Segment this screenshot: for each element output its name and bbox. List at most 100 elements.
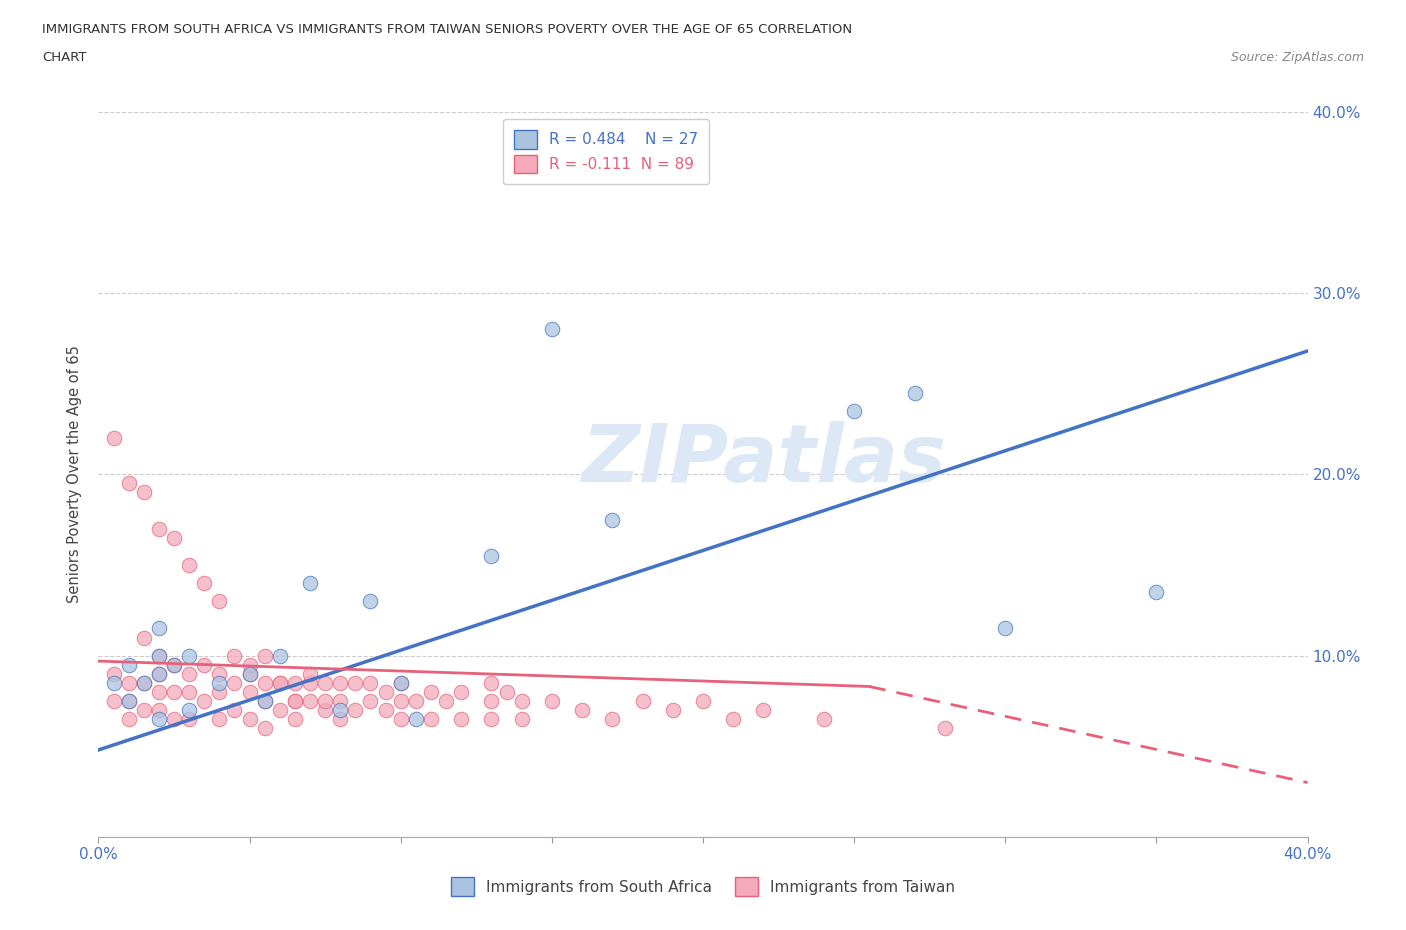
- Point: [132, 703, 155, 718]
- Point: [148, 521, 170, 536]
- Point: [132, 485, 155, 500]
- Point: [389, 711, 412, 726]
- Point: [434, 694, 457, 709]
- Point: [132, 631, 155, 645]
- Point: [540, 322, 562, 337]
- Point: [132, 675, 155, 690]
- Point: [163, 658, 186, 672]
- Point: [329, 675, 352, 690]
- Point: [118, 658, 141, 672]
- Point: [405, 694, 427, 709]
- Point: [510, 694, 533, 709]
- Point: [481, 694, 503, 709]
- Point: [314, 675, 336, 690]
- Point: [208, 594, 231, 609]
- Point: [208, 684, 231, 699]
- Point: [450, 711, 472, 726]
- Point: [1144, 585, 1167, 600]
- Point: [239, 684, 262, 699]
- Point: [118, 694, 141, 709]
- Point: [360, 694, 382, 709]
- Text: Source: ZipAtlas.com: Source: ZipAtlas.com: [1230, 51, 1364, 64]
- Point: [239, 658, 262, 672]
- Point: [299, 576, 322, 591]
- Point: [253, 675, 276, 690]
- Point: [163, 711, 186, 726]
- Point: [179, 666, 201, 681]
- Point: [193, 658, 215, 672]
- Point: [481, 711, 503, 726]
- Point: [179, 684, 201, 699]
- Point: [208, 675, 231, 690]
- Point: [405, 711, 427, 726]
- Point: [344, 675, 367, 690]
- Point: [148, 666, 170, 681]
- Point: [374, 703, 396, 718]
- Point: [163, 658, 186, 672]
- Point: [224, 703, 246, 718]
- Point: [510, 711, 533, 726]
- Point: [224, 675, 246, 690]
- Point: [481, 549, 503, 564]
- Point: [269, 675, 291, 690]
- Point: [179, 558, 201, 573]
- Point: [602, 512, 624, 527]
- Point: [179, 703, 201, 718]
- Point: [103, 431, 125, 445]
- Point: [269, 703, 291, 718]
- Point: [148, 703, 170, 718]
- Point: [360, 594, 382, 609]
- Point: [148, 648, 170, 663]
- Point: [103, 666, 125, 681]
- Point: [540, 694, 562, 709]
- Point: [450, 684, 472, 699]
- Point: [208, 711, 231, 726]
- Point: [374, 684, 396, 699]
- Point: [118, 694, 141, 709]
- Point: [602, 711, 624, 726]
- Point: [299, 675, 322, 690]
- Point: [314, 703, 336, 718]
- Point: [118, 476, 141, 491]
- Point: [253, 721, 276, 736]
- Point: [179, 711, 201, 726]
- Point: [269, 675, 291, 690]
- Point: [329, 694, 352, 709]
- Text: CHART: CHART: [42, 51, 87, 64]
- Point: [389, 675, 412, 690]
- Point: [329, 703, 352, 718]
- Point: [844, 404, 866, 418]
- Point: [752, 703, 775, 718]
- Point: [239, 666, 262, 681]
- Point: [179, 648, 201, 663]
- Point: [692, 694, 714, 709]
- Point: [253, 694, 276, 709]
- Point: [284, 675, 307, 690]
- Point: [631, 694, 654, 709]
- Point: [934, 721, 956, 736]
- Point: [495, 684, 517, 699]
- Point: [299, 694, 322, 709]
- Point: [314, 694, 336, 709]
- Y-axis label: Seniors Poverty Over the Age of 65: Seniors Poverty Over the Age of 65: [67, 345, 83, 604]
- Point: [904, 385, 927, 400]
- Point: [253, 648, 276, 663]
- Point: [571, 703, 593, 718]
- Point: [269, 648, 291, 663]
- Point: [193, 694, 215, 709]
- Point: [118, 675, 141, 690]
- Text: IMMIGRANTS FROM SOUTH AFRICA VS IMMIGRANTS FROM TAIWAN SENIORS POVERTY OVER THE : IMMIGRANTS FROM SOUTH AFRICA VS IMMIGRAN…: [42, 23, 852, 36]
- Point: [148, 684, 170, 699]
- Point: [148, 711, 170, 726]
- Legend: Immigrants from South Africa, Immigrants from Taiwan: Immigrants from South Africa, Immigrants…: [444, 871, 962, 902]
- Point: [420, 684, 443, 699]
- Point: [813, 711, 835, 726]
- Point: [132, 675, 155, 690]
- Point: [208, 666, 231, 681]
- Point: [344, 703, 367, 718]
- Point: [723, 711, 745, 726]
- Point: [389, 675, 412, 690]
- Point: [118, 711, 141, 726]
- Point: [481, 675, 503, 690]
- Point: [163, 684, 186, 699]
